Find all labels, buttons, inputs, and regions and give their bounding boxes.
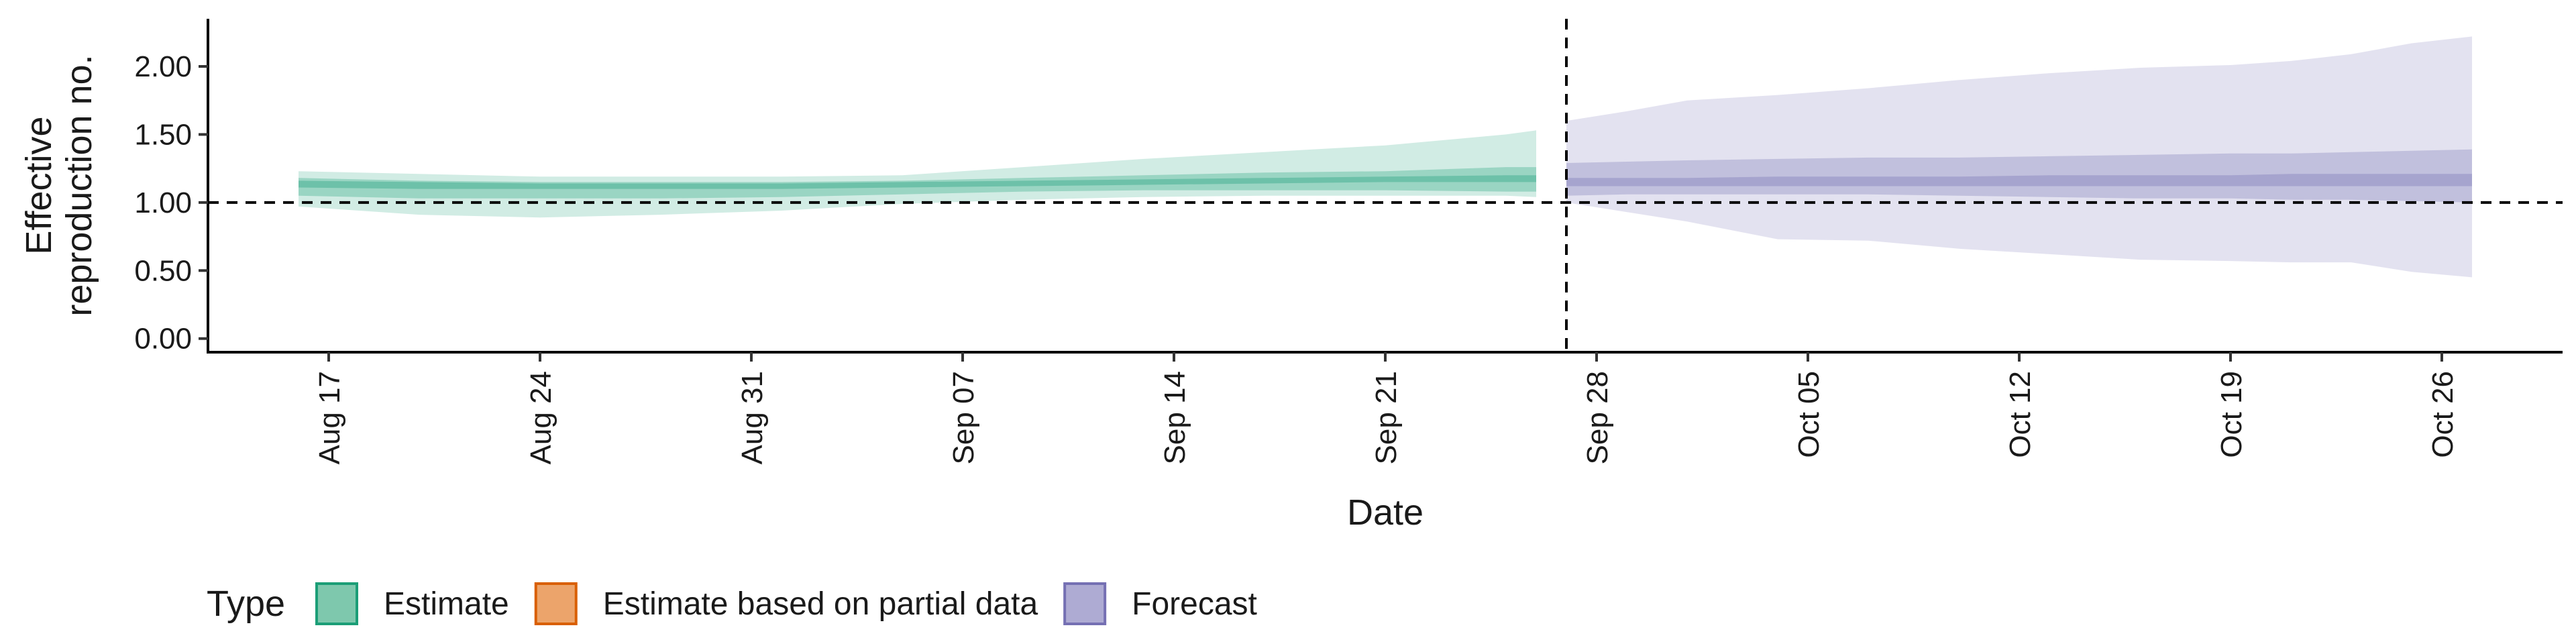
- x-axis-title: Date: [1347, 492, 1424, 533]
- x-tick-label: Aug 24: [525, 371, 557, 464]
- legend-item-forecast: Forecast: [1063, 582, 1257, 625]
- legend-item-estimate-based-on-partial-data: Estimate based on partial data: [534, 582, 1038, 625]
- x-tick-label: Sep 07: [947, 371, 980, 464]
- x-tick-label: Oct 05: [1792, 371, 1825, 458]
- x-tick-label: Oct 12: [2004, 371, 2037, 458]
- legend-swatch: [315, 582, 358, 625]
- legend-label: Estimate: [384, 586, 509, 622]
- legend-item-estimate: Estimate: [315, 582, 509, 625]
- y-tick-label: 2.00: [134, 50, 192, 83]
- x-tick-label: Oct 19: [2215, 371, 2248, 458]
- x-tick-label: Aug 17: [313, 371, 346, 464]
- legend-swatch: [534, 582, 578, 625]
- plot-area: [208, 19, 2563, 352]
- legend-label: Forecast: [1132, 586, 1257, 622]
- forecast-band-50: [1566, 149, 2472, 203]
- y-tick-label: 1.00: [134, 186, 192, 219]
- x-tick-label: Sep 21: [1370, 371, 1403, 464]
- y-tick-label: 1.50: [134, 118, 192, 151]
- legend-title: Type: [207, 584, 285, 624]
- axes: 0.00 0.50 1.00 1.50 2.00 Aug 17 Aug 24 Aug 31 Se…: [19, 19, 2563, 533]
- y-tick-label: 0.00: [134, 323, 192, 356]
- x-tick-label: Aug 31: [736, 371, 769, 464]
- estimate-band-90: [299, 130, 1536, 218]
- y-axis-title-line: reproduction no.: [59, 54, 99, 316]
- estimate-band-20: [299, 175, 1536, 189]
- y-axis-title-line: Effective: [19, 116, 59, 254]
- forecast-band-20: [1566, 174, 2472, 186]
- legend-label: Estimate based on partial data: [603, 586, 1038, 622]
- x-tick-label: Oct 26: [2426, 371, 2459, 458]
- forecast-band-90: [1566, 36, 2472, 278]
- x-tick-label: Sep 28: [1581, 371, 1614, 464]
- y-tick-label: 0.50: [134, 254, 192, 287]
- legend-swatch: [1063, 582, 1107, 625]
- x-tick-label: Sep 14: [1159, 371, 1191, 464]
- estimate-band-50: [299, 167, 1536, 199]
- legend: Type Estimate Estimate based on partial da…: [207, 582, 1257, 625]
- y-axis-title: Effective reproduction no.: [19, 54, 99, 316]
- series-estimate: [299, 130, 1536, 218]
- series-forecast: [1566, 36, 2472, 278]
